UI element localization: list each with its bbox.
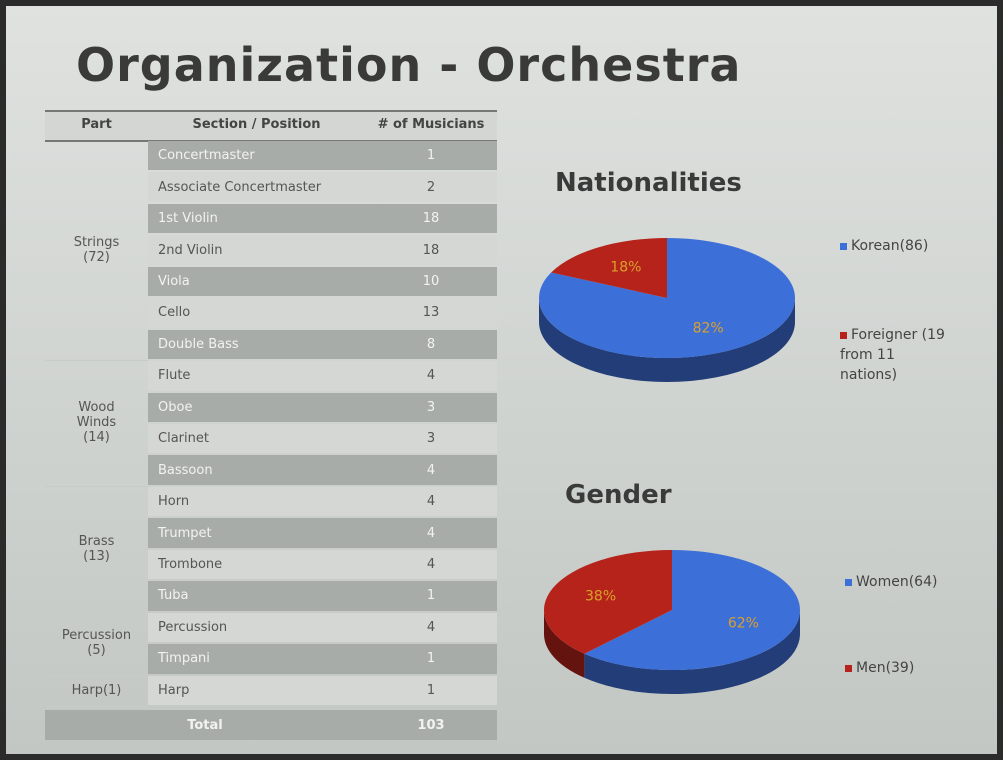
legend-item: Women(64) [845, 572, 955, 592]
part-label: Strings (72) [65, 140, 129, 360]
count-cell: 1 [365, 675, 497, 706]
count-cell: 4 [365, 486, 497, 517]
legend-item: Men(39) [845, 658, 955, 678]
part-label: Percussion (5) [65, 612, 129, 675]
total-value: 103 [365, 710, 497, 740]
count-cell: 1 [365, 580, 497, 611]
legend-label: Women(64) [856, 574, 937, 590]
table-header-cell: # of Musicians [365, 110, 497, 138]
part-label: Wood Winds (14) [65, 360, 129, 486]
section-cell: Viola [158, 266, 190, 297]
part-label: Harp(1) [65, 675, 129, 706]
slice-label: 18% [610, 260, 641, 276]
legend-label: Korean(86) [851, 238, 928, 254]
legend-label: Men(39) [856, 660, 914, 676]
count-cell: 4 [365, 360, 497, 391]
count-cell: 8 [365, 329, 497, 360]
section-cell: Cello [158, 297, 190, 328]
legend-swatch [840, 243, 847, 250]
section-cell: Flute [158, 360, 190, 391]
slice-label: 62% [728, 615, 759, 631]
count-cell: 3 [365, 423, 497, 454]
part-label: Brass (13) [65, 486, 129, 612]
count-cell: 18 [365, 203, 497, 234]
legend-swatch [840, 332, 847, 339]
count-cell: 1 [365, 140, 497, 171]
section-cell: 1st Violin [158, 203, 218, 234]
count-cell: 4 [365, 454, 497, 485]
legend-item: Korean(86) [840, 236, 950, 256]
section-cell: Horn [158, 486, 189, 517]
section-cell: Harp [158, 675, 189, 706]
count-cell: 1 [365, 643, 497, 674]
count-cell: 4 [365, 612, 497, 643]
count-cell: 4 [365, 549, 497, 580]
slice-label: 82% [693, 320, 724, 336]
section-cell: Percussion [158, 612, 227, 643]
legend-swatch [845, 665, 852, 672]
section-cell: Trumpet [158, 517, 212, 548]
count-cell: 3 [365, 392, 497, 423]
section-cell: Tuba [158, 580, 188, 611]
table-header-cell: Section / Position [148, 110, 365, 138]
section-cell: Associate Concertmaster [158, 171, 321, 202]
count-cell: 18 [365, 234, 497, 265]
chart-title: Gender [565, 480, 672, 510]
section-cell: Oboe [158, 392, 192, 423]
count-cell: 13 [365, 297, 497, 328]
slice-label: 38% [585, 589, 616, 605]
section-cell: Concertmaster [158, 140, 255, 171]
section-cell: Bassoon [158, 454, 213, 485]
chart-title: Nationalities [555, 168, 742, 198]
section-cell: Double Bass [158, 329, 239, 360]
section-cell: Trombone [158, 549, 222, 580]
table-header-cell: Part [45, 110, 148, 138]
section-cell: 2nd Violin [158, 234, 223, 265]
count-cell: 4 [365, 517, 497, 548]
section-cell: Timpani [158, 643, 210, 674]
legend-label: Foreigner (19 from 11 nations) [840, 327, 945, 383]
legend-item: Foreigner (19 from 11 nations) [840, 325, 950, 385]
count-cell: 10 [365, 266, 497, 297]
legend-swatch [845, 579, 852, 586]
total-label: Total [45, 710, 365, 740]
section-cell: Clarinet [158, 423, 209, 454]
page: Organization - Orchestra 82%18%62%38% ((… [0, 0, 1003, 760]
count-cell: 2 [365, 171, 497, 202]
